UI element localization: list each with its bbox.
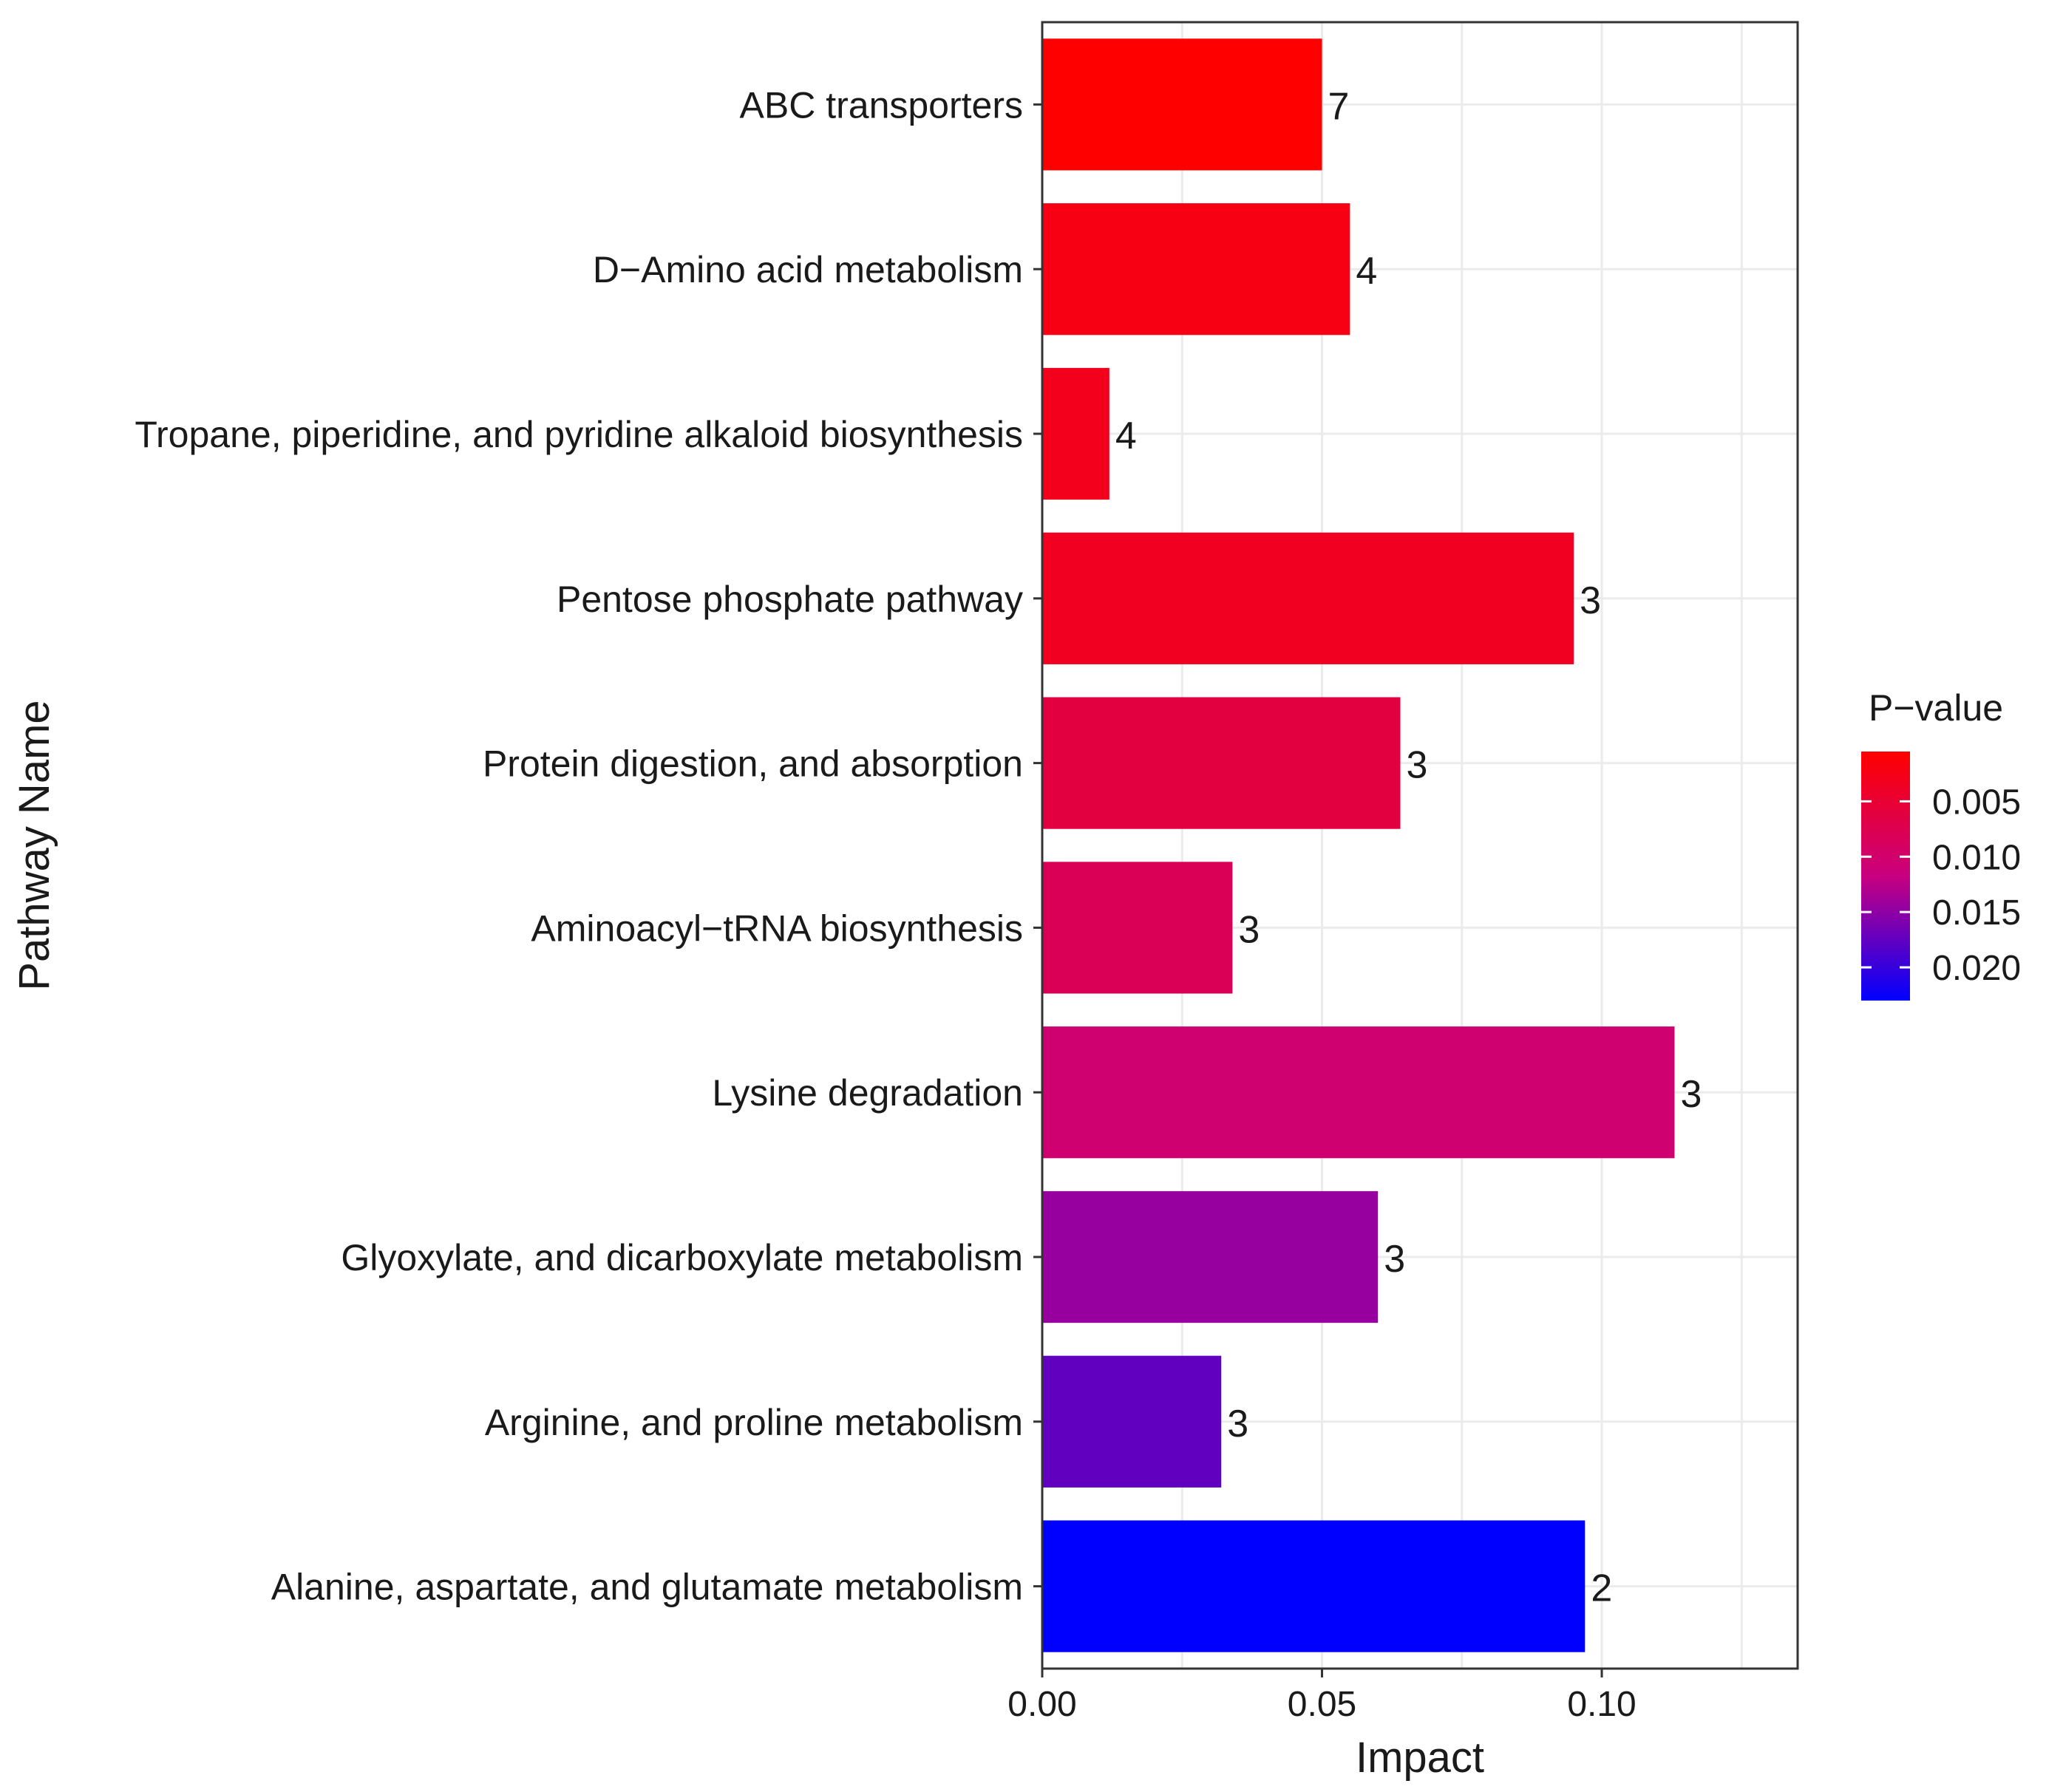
bar [1042, 1026, 1675, 1159]
bar-value-label: 4 [1356, 250, 1377, 293]
y-tick-label: Aminoacyl−tRNA biosynthesis [531, 907, 1023, 949]
legend-tick-label: 0.010 [1932, 838, 2021, 877]
bar-value-label: 3 [1407, 744, 1428, 787]
bar [1042, 532, 1574, 664]
bar-value-label: 2 [1591, 1567, 1612, 1610]
bar-value-label: 3 [1680, 1073, 1702, 1116]
y-axis-title: Pathway Name [10, 700, 58, 990]
y-tick-label: Glyoxylate, and dicarboxylate metabolism [341, 1237, 1023, 1278]
bar [1042, 1355, 1222, 1488]
plot-panel-border [1041, 21, 1799, 1670]
legend-tick-label: 0.005 [1932, 783, 2021, 822]
y-tick-label: Arginine, and proline metabolism [485, 1402, 1023, 1443]
y-tick-label: Pentose phosphate pathway [557, 579, 1023, 620]
y-tick-label: Protein digestion, and absorption [483, 743, 1023, 785]
bar-value-label: 3 [1227, 1403, 1248, 1445]
y-tick-label: Tropane, piperidine, and pyridine alkalo… [135, 414, 1023, 455]
bar [1042, 38, 1322, 171]
legend-tick-label: 0.020 [1932, 949, 2021, 988]
y-tick-label: Alanine, aspartate, and glutamate metabo… [271, 1567, 1023, 1608]
legend-colorbar [1861, 752, 1910, 1001]
x-axis-title: Impact [1356, 1734, 1484, 1782]
bar [1042, 203, 1350, 335]
x-tick-label: 0.10 [1567, 1685, 1636, 1724]
axes-group: ABC transporters D−Amino acid metabolism T… [135, 84, 1636, 1724]
y-tick-label: ABC transporters [740, 84, 1023, 126]
p-value-legend: P−value 0.005 0.010 0.015 0.020 [1861, 687, 2021, 1001]
bar [1042, 1520, 1586, 1652]
y-tick-label: Lysine degradation [712, 1072, 1023, 1114]
x-tick-label: 0.05 [1288, 1685, 1356, 1724]
bar-value-label: 7 [1328, 85, 1350, 128]
bar-value-label: 3 [1580, 579, 1601, 622]
bar [1042, 367, 1109, 500]
legend-tick-label: 0.015 [1932, 893, 2021, 933]
bar-value-label: 3 [1238, 908, 1260, 951]
legend-ticks: 0.005 0.010 0.015 0.020 [1861, 783, 2021, 988]
bar-value-label: 4 [1115, 415, 1137, 457]
bars-group: 7 4 4 3 3 3 3 3 3 2 [1042, 38, 1702, 1652]
bar [1042, 697, 1401, 829]
y-tick-label: D−Amino acid metabolism [593, 249, 1023, 290]
bar [1042, 862, 1233, 994]
bar [1042, 1190, 1379, 1323]
x-tick-label: 0.00 [1007, 1685, 1076, 1724]
bar-value-label: 3 [1384, 1238, 1405, 1281]
legend-title: P−value [1869, 687, 2003, 729]
